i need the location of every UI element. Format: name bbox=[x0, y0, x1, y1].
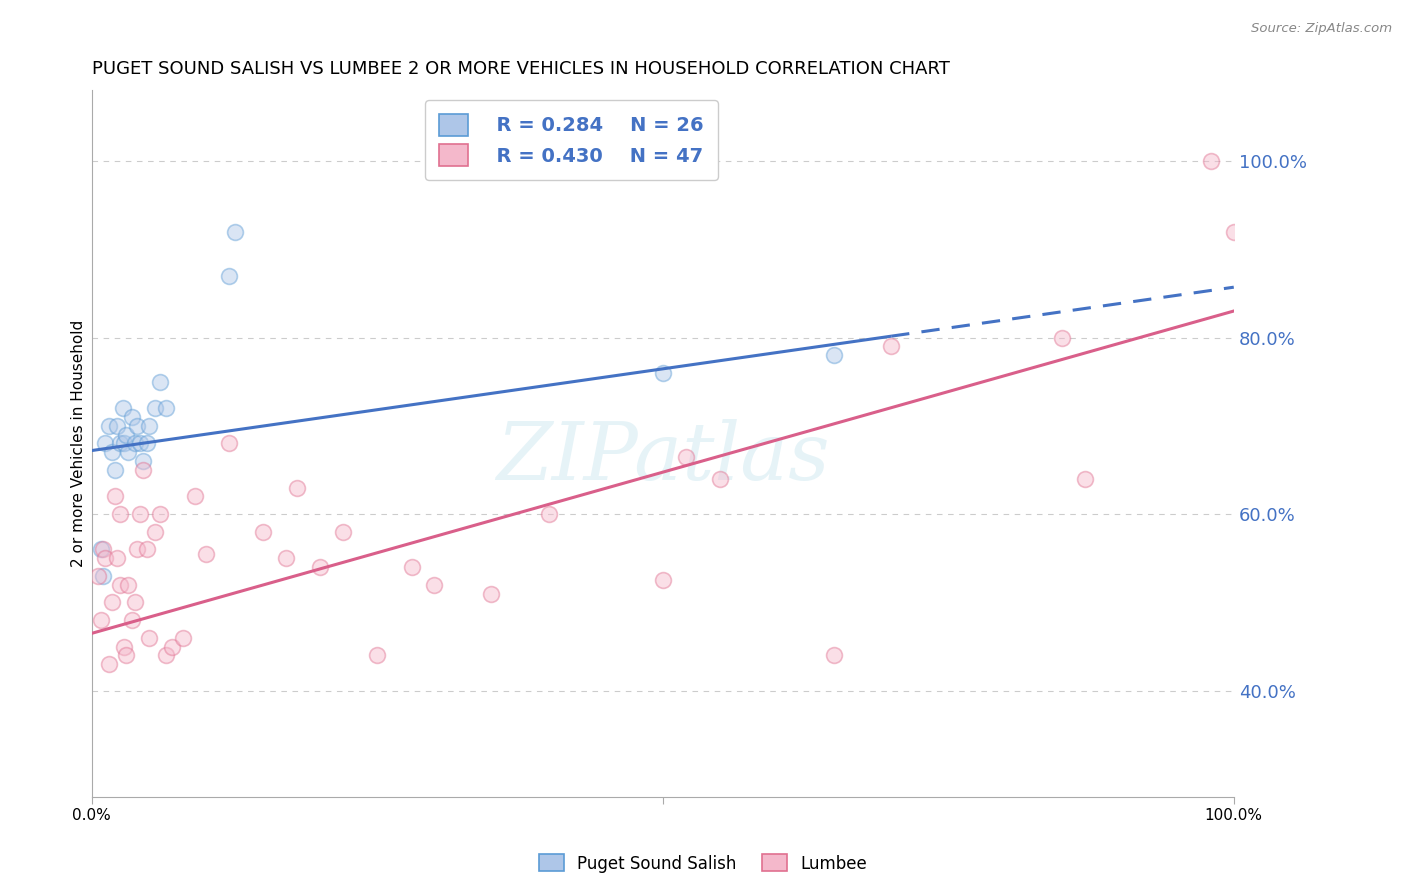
Point bbox=[110, 578, 132, 592]
Point bbox=[101, 595, 124, 609]
Point bbox=[366, 648, 388, 663]
Point bbox=[651, 574, 673, 588]
Point bbox=[110, 507, 132, 521]
Point bbox=[121, 409, 143, 424]
Legend: Puget Sound Salish, Lumbee: Puget Sound Salish, Lumbee bbox=[533, 847, 873, 880]
Point bbox=[143, 524, 166, 539]
Point bbox=[135, 542, 157, 557]
Point bbox=[86, 569, 108, 583]
Point bbox=[105, 551, 128, 566]
Point bbox=[124, 595, 146, 609]
Point bbox=[537, 507, 560, 521]
Point bbox=[401, 560, 423, 574]
Text: Source: ZipAtlas.com: Source: ZipAtlas.com bbox=[1251, 22, 1392, 36]
Point bbox=[675, 450, 697, 464]
Point bbox=[132, 463, 155, 477]
Point bbox=[104, 490, 127, 504]
Point bbox=[135, 436, 157, 450]
Point bbox=[1052, 330, 1074, 344]
Point bbox=[94, 436, 117, 450]
Point bbox=[143, 401, 166, 416]
Point bbox=[117, 578, 139, 592]
Point bbox=[252, 524, 274, 539]
Point bbox=[309, 560, 332, 574]
Point bbox=[111, 401, 134, 416]
Point bbox=[481, 586, 503, 600]
Y-axis label: 2 or more Vehicles in Household: 2 or more Vehicles in Household bbox=[72, 320, 86, 567]
Point bbox=[91, 542, 114, 557]
Point bbox=[332, 524, 354, 539]
Point bbox=[172, 631, 194, 645]
Point bbox=[423, 578, 446, 592]
Point bbox=[127, 418, 149, 433]
Point bbox=[651, 366, 673, 380]
Point bbox=[90, 613, 112, 627]
Point bbox=[1199, 153, 1222, 168]
Point bbox=[128, 436, 150, 450]
Point bbox=[218, 436, 240, 450]
Point bbox=[127, 542, 149, 557]
Point bbox=[112, 436, 135, 450]
Point bbox=[195, 547, 218, 561]
Point bbox=[91, 569, 114, 583]
Point bbox=[115, 427, 138, 442]
Point bbox=[97, 657, 120, 672]
Point bbox=[124, 436, 146, 450]
Point bbox=[110, 436, 132, 450]
Point bbox=[101, 445, 124, 459]
Point bbox=[880, 339, 903, 353]
Point bbox=[155, 648, 177, 663]
Point bbox=[132, 454, 155, 468]
Text: ZIPatlas: ZIPatlas bbox=[496, 419, 830, 496]
Point bbox=[117, 445, 139, 459]
Point bbox=[218, 268, 240, 283]
Text: PUGET SOUND SALISH VS LUMBEE 2 OR MORE VEHICLES IN HOUSEHOLD CORRELATION CHART: PUGET SOUND SALISH VS LUMBEE 2 OR MORE V… bbox=[91, 60, 949, 78]
Point bbox=[138, 418, 160, 433]
Point bbox=[183, 490, 205, 504]
Point bbox=[823, 648, 845, 663]
Point bbox=[112, 640, 135, 654]
Point bbox=[105, 418, 128, 433]
Point bbox=[128, 507, 150, 521]
Point bbox=[709, 472, 731, 486]
Point bbox=[1223, 225, 1246, 239]
Point bbox=[94, 551, 117, 566]
Legend:   R = 0.284    N = 26,   R = 0.430    N = 47: R = 0.284 N = 26, R = 0.430 N = 47 bbox=[425, 100, 717, 180]
Point bbox=[224, 225, 246, 239]
Point bbox=[160, 640, 183, 654]
Point bbox=[104, 463, 127, 477]
Point bbox=[138, 631, 160, 645]
Point bbox=[1074, 472, 1097, 486]
Point bbox=[97, 418, 120, 433]
Point bbox=[823, 348, 845, 362]
Point bbox=[115, 648, 138, 663]
Point bbox=[149, 507, 172, 521]
Point bbox=[274, 551, 297, 566]
Point bbox=[149, 375, 172, 389]
Point bbox=[90, 542, 112, 557]
Point bbox=[155, 401, 177, 416]
Point bbox=[121, 613, 143, 627]
Point bbox=[285, 481, 308, 495]
